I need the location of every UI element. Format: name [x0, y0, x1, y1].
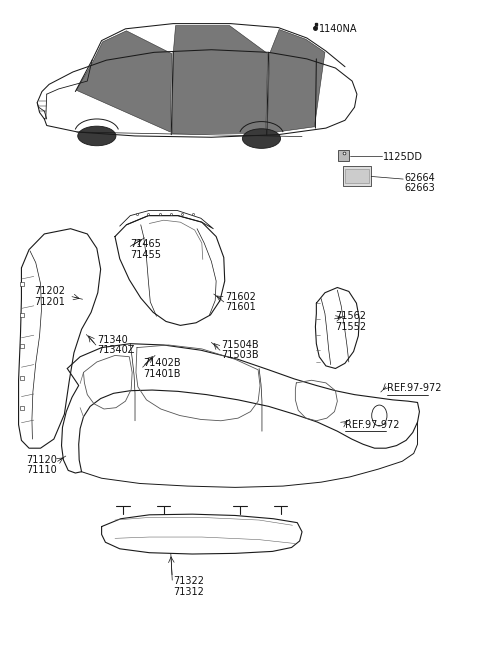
Text: 71201: 71201 [34, 297, 65, 307]
Text: 71455: 71455 [130, 250, 161, 260]
Text: 62664: 62664 [405, 173, 435, 183]
Text: 71340Z: 71340Z [97, 345, 134, 355]
Text: 71465: 71465 [130, 239, 161, 249]
Text: 71504B: 71504B [221, 340, 259, 350]
Bar [345, 169, 369, 183]
Text: 1140NA: 1140NA [319, 24, 357, 35]
Text: REF.97-972: REF.97-972 [387, 383, 442, 393]
Text: 71401B: 71401B [144, 369, 181, 379]
Text: 71120: 71120 [26, 455, 57, 465]
Text: 71402B: 71402B [144, 358, 181, 368]
Bar [338, 150, 349, 161]
Text: 71202: 71202 [34, 287, 65, 297]
Text: 71340: 71340 [97, 335, 128, 345]
Text: 71322: 71322 [173, 577, 204, 586]
Text: 71312: 71312 [173, 587, 204, 597]
Ellipse shape [242, 129, 281, 148]
Text: 71562: 71562 [336, 311, 366, 321]
Text: 71503B: 71503B [221, 350, 259, 360]
Text: 1125DD: 1125DD [383, 152, 423, 162]
Text: 71552: 71552 [336, 321, 367, 332]
Text: 71110: 71110 [26, 465, 57, 476]
Polygon shape [267, 30, 325, 133]
Text: 71602: 71602 [225, 292, 256, 302]
Text: REF.97-972: REF.97-972 [345, 420, 399, 430]
Bar [343, 166, 371, 186]
Polygon shape [172, 26, 268, 133]
Text: 71601: 71601 [225, 302, 255, 312]
Text: 62663: 62663 [405, 183, 435, 194]
Polygon shape [76, 31, 172, 132]
Ellipse shape [78, 126, 116, 146]
